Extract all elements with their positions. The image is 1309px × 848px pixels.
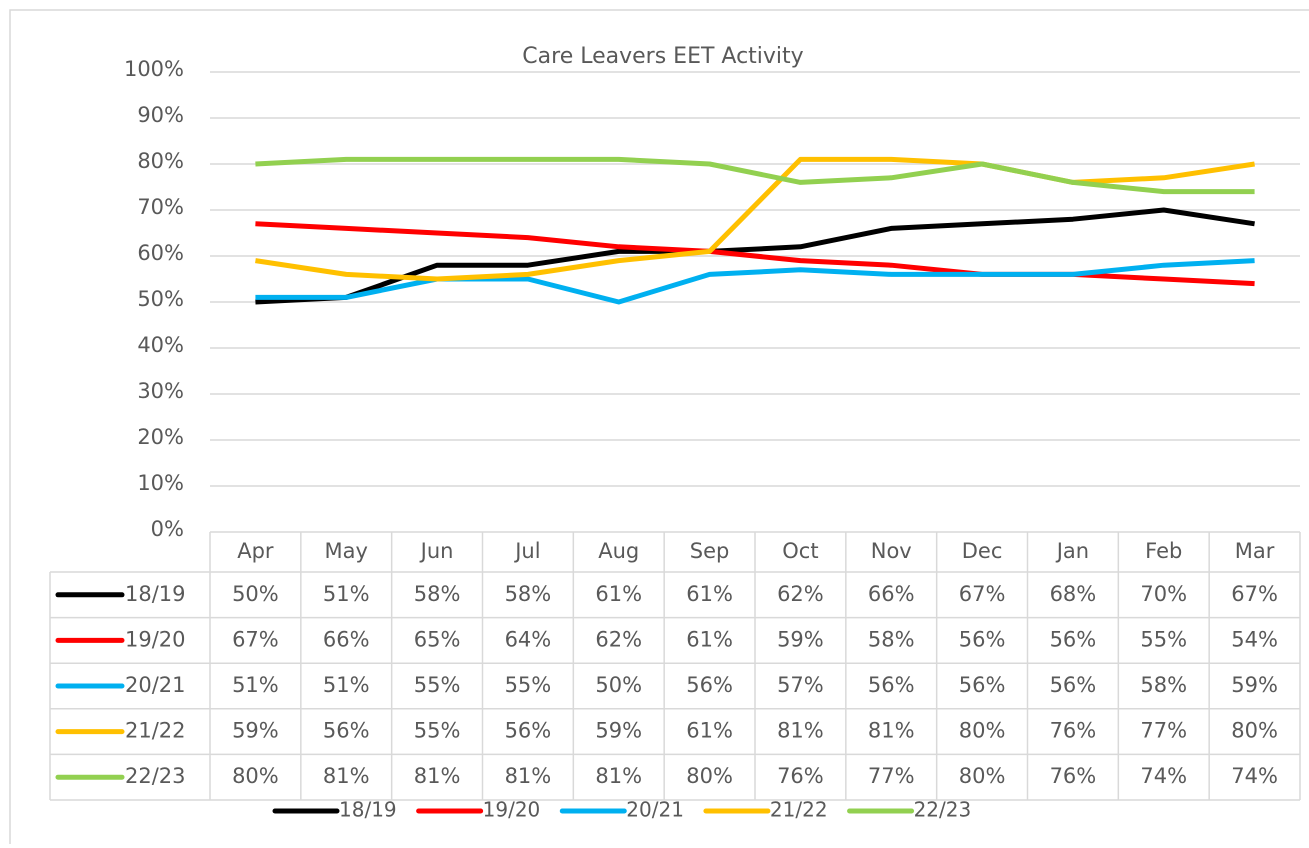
table-cell: 67% [232,627,279,651]
table-cell: 59% [1231,673,1278,697]
table-cell: 67% [959,582,1006,606]
table-cell: 56% [868,673,915,697]
x-tick-label: Mar [1235,539,1275,563]
table-cell: 76% [1050,764,1097,788]
x-tick-label: Jul [513,539,540,563]
table-cell: 80% [686,764,733,788]
table-cell: 51% [323,582,370,606]
table-cell: 50% [232,582,279,606]
table-cell: 55% [414,673,461,697]
x-tick-label: Sep [690,539,730,563]
table-cell: 81% [868,719,915,743]
y-tick-label: 30% [137,379,184,403]
x-tick-label: Jun [419,539,454,563]
table-cell: 77% [1140,719,1187,743]
table-cell: 62% [777,582,824,606]
table-cell: 81% [505,764,552,788]
table-cell: 81% [414,764,461,788]
table-row-label: 22/23 [125,764,186,788]
legend-label: 21/22 [770,798,828,822]
table-cell: 61% [686,627,733,651]
y-tick-label: 80% [137,149,184,173]
table-cell: 55% [505,673,552,697]
table-cell: 61% [686,582,733,606]
table-cell: 70% [1140,582,1187,606]
table-cell: 67% [1231,582,1278,606]
x-tick-label: Aug [598,539,639,563]
x-tick-label: Apr [237,539,274,563]
table-cell: 62% [595,627,642,651]
table-row-label: 21/22 [125,719,186,743]
table-cell: 80% [959,764,1006,788]
table-cell: 65% [414,627,461,651]
chart-title: Care Leavers EET Activity [522,44,803,69]
table-cell: 80% [1231,719,1278,743]
table-cell: 51% [323,673,370,697]
table-cell: 77% [868,764,915,788]
table-cell: 56% [686,673,733,697]
series-line [255,258,1255,305]
table-cell: 56% [323,719,370,743]
table-cell: 56% [1050,673,1097,697]
table-cell: 61% [686,719,733,743]
x-tick-label: Dec [962,539,1003,563]
table-cell: 59% [777,627,824,651]
table-row-label: 19/20 [125,627,186,651]
y-tick-label: 20% [137,425,184,449]
legend-label: 20/21 [626,798,684,822]
table-cell: 64% [505,627,552,651]
legend-label: 22/23 [914,798,972,822]
table-cell: 74% [1231,764,1278,788]
table-row-label: 18/19 [125,582,186,606]
table-cell: 80% [959,719,1006,743]
table-cell: 54% [1231,627,1278,651]
table-row-label: 20/21 [125,673,186,697]
table-cell: 81% [777,719,824,743]
x-tick-label: Oct [782,539,818,563]
table-cell: 68% [1050,582,1097,606]
table-cell: 76% [1050,719,1097,743]
table-cell: 50% [595,673,642,697]
y-tick-label: 10% [137,471,184,495]
x-tick-label: Nov [871,539,912,563]
table-cell: 74% [1140,764,1187,788]
y-tick-label: 90% [137,103,184,127]
table-cell: 55% [414,719,461,743]
y-tick-label: 60% [137,241,184,265]
table-cell: 58% [505,582,552,606]
x-tick-label: May [325,539,368,563]
series-line [255,207,1255,305]
table-cell: 66% [323,627,370,651]
table-cell: 58% [1140,673,1187,697]
table-cell: 56% [1050,627,1097,651]
table-cell: 56% [505,719,552,743]
series-line [255,156,1255,195]
table-cell: 58% [414,582,461,606]
table-cell: 57% [777,673,824,697]
table-cell: 66% [868,582,915,606]
table-cell: 76% [777,764,824,788]
x-tick-label: Jan [1055,539,1089,563]
legend-label: 18/19 [339,798,397,822]
table-cell: 61% [595,582,642,606]
table-cell: 55% [1140,627,1187,651]
x-tick-label: Feb [1145,539,1182,563]
legend-label: 19/20 [483,798,541,822]
y-tick-label: 70% [137,195,184,219]
table-cell: 59% [232,719,279,743]
table-cell: 81% [323,764,370,788]
table-cell: 56% [959,673,1006,697]
y-tick-label: 40% [137,333,184,357]
table-cell: 59% [595,719,642,743]
table-cell: 81% [595,764,642,788]
y-tick-label: 0% [151,517,184,541]
y-tick-label: 50% [137,287,184,311]
chart-border [9,9,1309,848]
y-tick-label: 100% [124,57,184,81]
table-cell: 56% [959,627,1006,651]
table-cell: 58% [868,627,915,651]
table-cell: 80% [232,764,279,788]
table-cell: 51% [232,673,279,697]
